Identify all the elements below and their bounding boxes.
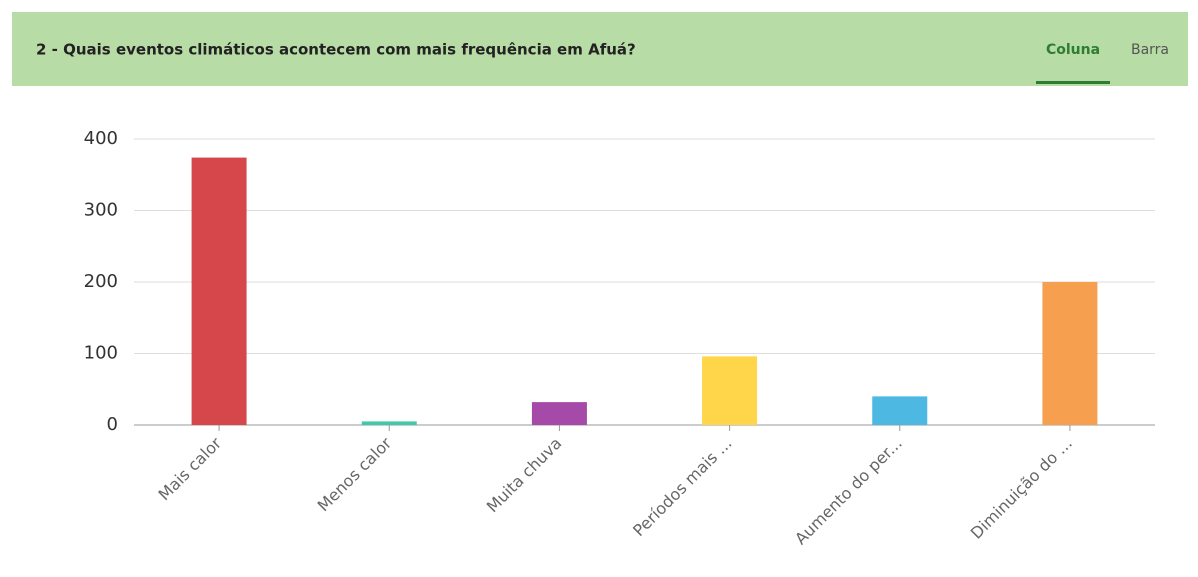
- x-tick-label: Diminuição do ...: [967, 434, 1076, 543]
- chart-title: 2 - Quais eventos climáticos acontecem c…: [36, 41, 636, 59]
- bar: [361, 421, 417, 425]
- bar: [872, 396, 928, 425]
- y-tick-label: 0: [107, 414, 118, 435]
- x-tick-label: Muita chuva: [483, 434, 566, 517]
- tab[interactable]: Coluna: [1046, 42, 1100, 58]
- x-tick-label: Menos calor: [314, 433, 396, 515]
- bar: [702, 356, 758, 425]
- tab-underline: [1036, 81, 1110, 84]
- x-tick-label: Aumento do per...: [791, 434, 906, 549]
- y-tick-label: 400: [84, 128, 118, 149]
- header-band: [12, 12, 1188, 86]
- bar: [191, 157, 247, 425]
- y-tick-label: 200: [84, 271, 118, 292]
- tab[interactable]: Barra: [1131, 42, 1169, 58]
- bar: [1042, 282, 1098, 425]
- y-tick-label: 300: [84, 200, 118, 221]
- x-tick-label: Mais calor: [154, 433, 225, 504]
- x-tick-label: Períodos mais ...: [629, 434, 736, 541]
- bar: [531, 402, 587, 425]
- y-tick-label: 100: [84, 343, 118, 364]
